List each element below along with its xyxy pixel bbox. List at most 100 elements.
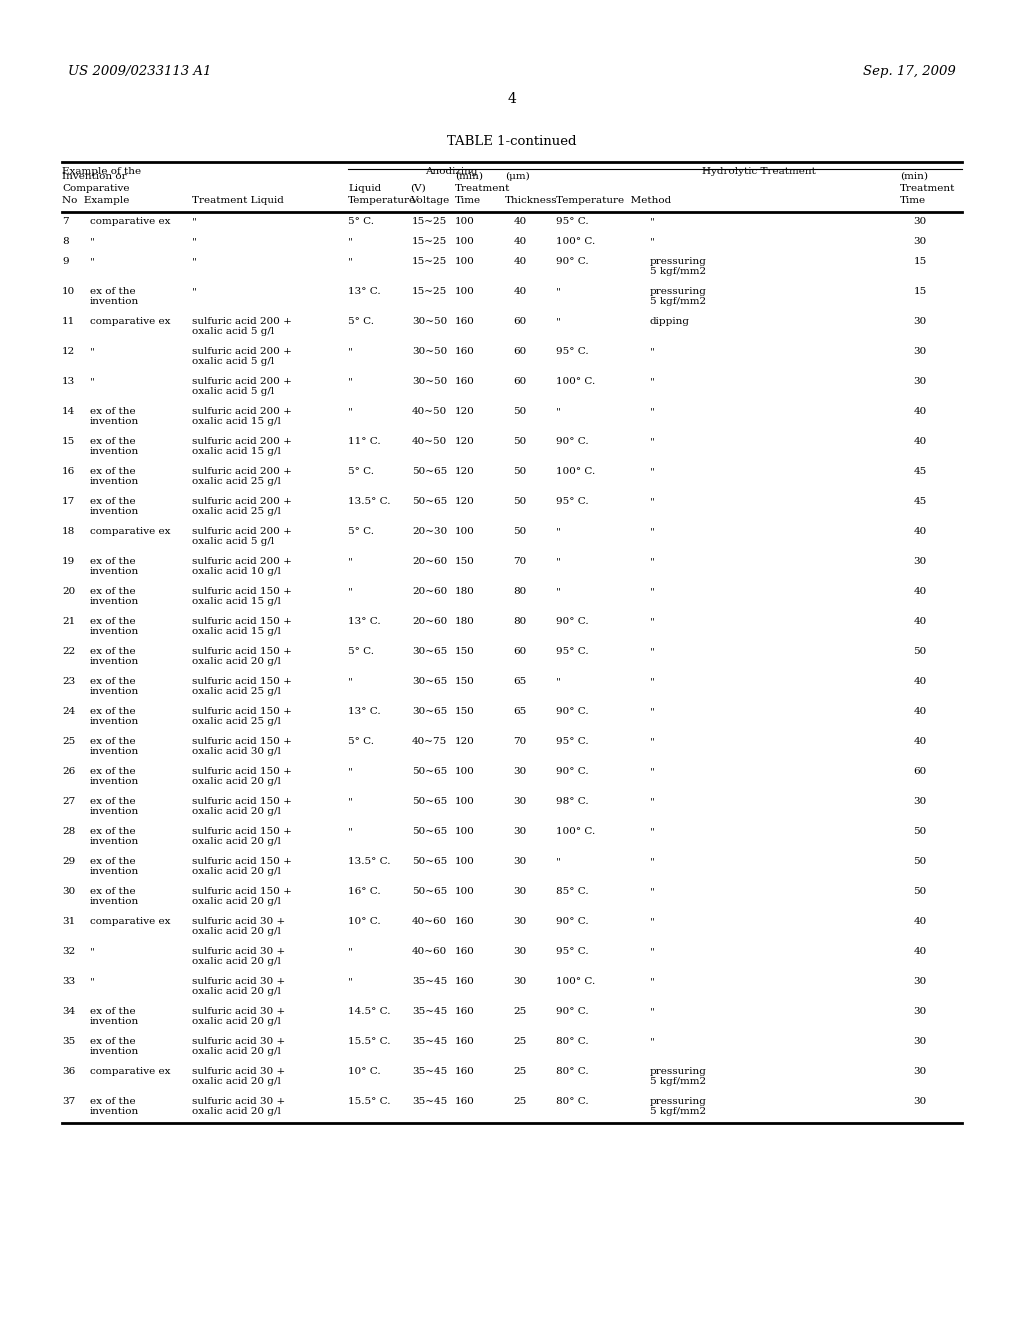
Text: 20~30: 20~30 — [412, 527, 447, 536]
Text: 30: 30 — [513, 887, 526, 896]
Text: sulfuric acid 150 +
oxalic acid 15 g/l: sulfuric acid 150 + oxalic acid 15 g/l — [193, 616, 292, 636]
Text: 100: 100 — [455, 797, 475, 807]
Text: ex of the
invention: ex of the invention — [90, 1007, 139, 1027]
Text: 80° C.: 80° C. — [556, 1067, 589, 1076]
Text: Time: Time — [455, 195, 481, 205]
Text: ex of the
invention: ex of the invention — [90, 857, 139, 876]
Text: 95° C.: 95° C. — [556, 737, 589, 746]
Text: sulfuric acid 200 +
oxalic acid 5 g/l: sulfuric acid 200 + oxalic acid 5 g/l — [193, 347, 292, 367]
Text: 30~65: 30~65 — [412, 647, 447, 656]
Text: ": " — [348, 946, 352, 956]
Text: 40~75: 40~75 — [412, 737, 447, 746]
Text: ": " — [556, 527, 561, 536]
Text: ": " — [193, 257, 197, 267]
Text: ": " — [90, 257, 95, 267]
Text: 100: 100 — [455, 238, 475, 246]
Text: sulfuric acid 150 +
oxalic acid 25 g/l: sulfuric acid 150 + oxalic acid 25 g/l — [193, 677, 292, 697]
Text: sulfuric acid 200 +
oxalic acid 5 g/l: sulfuric acid 200 + oxalic acid 5 g/l — [193, 378, 292, 396]
Text: 30: 30 — [513, 857, 526, 866]
Text: 30: 30 — [913, 238, 927, 246]
Text: TABLE 1-continued: TABLE 1-continued — [447, 135, 577, 148]
Text: ": " — [90, 238, 95, 246]
Text: ": " — [90, 378, 95, 385]
Text: 17: 17 — [62, 498, 75, 506]
Text: 30: 30 — [913, 317, 927, 326]
Text: 50: 50 — [513, 527, 526, 536]
Text: ": " — [650, 857, 654, 866]
Text: ": " — [650, 708, 654, 715]
Text: 25: 25 — [62, 737, 75, 746]
Text: Treatment: Treatment — [455, 183, 510, 193]
Text: 100: 100 — [455, 767, 475, 776]
Text: 15~25: 15~25 — [412, 286, 447, 296]
Text: 40: 40 — [513, 257, 526, 267]
Text: 50: 50 — [513, 467, 526, 477]
Text: 60: 60 — [513, 347, 526, 356]
Text: sulfuric acid 150 +
oxalic acid 20 g/l: sulfuric acid 150 + oxalic acid 20 g/l — [193, 828, 292, 846]
Text: (V): (V) — [410, 183, 426, 193]
Text: ": " — [650, 647, 654, 656]
Text: 100° C.: 100° C. — [556, 828, 595, 836]
Text: ": " — [650, 737, 654, 746]
Text: sulfuric acid 30 +
oxalic acid 20 g/l: sulfuric acid 30 + oxalic acid 20 g/l — [193, 1097, 286, 1117]
Text: ": " — [650, 616, 654, 626]
Text: 65: 65 — [513, 677, 526, 686]
Text: 65: 65 — [513, 708, 526, 715]
Text: 16: 16 — [62, 467, 75, 477]
Text: 100: 100 — [455, 286, 475, 296]
Text: sulfuric acid 200 +
oxalic acid 15 g/l: sulfuric acid 200 + oxalic acid 15 g/l — [193, 437, 292, 457]
Text: 160: 160 — [455, 977, 475, 986]
Text: 160: 160 — [455, 1038, 475, 1045]
Text: 50: 50 — [513, 437, 526, 446]
Text: 150: 150 — [455, 708, 475, 715]
Text: ": " — [650, 216, 654, 226]
Text: 34: 34 — [62, 1007, 75, 1016]
Text: 5° C.: 5° C. — [348, 527, 374, 536]
Text: Sep. 17, 2009: Sep. 17, 2009 — [863, 65, 956, 78]
Text: ": " — [556, 317, 561, 326]
Text: ": " — [348, 347, 352, 356]
Text: 60: 60 — [913, 767, 927, 776]
Text: Temperature: Temperature — [348, 195, 416, 205]
Text: ex of the
invention: ex of the invention — [90, 616, 139, 636]
Text: 30: 30 — [513, 917, 526, 927]
Text: (min): (min) — [455, 172, 483, 181]
Text: Comparative: Comparative — [62, 183, 129, 193]
Text: ": " — [650, 677, 654, 686]
Text: 30~50: 30~50 — [412, 347, 447, 356]
Text: Voltage: Voltage — [410, 195, 450, 205]
Text: 35~45: 35~45 — [412, 977, 447, 986]
Text: sulfuric acid 150 +
oxalic acid 25 g/l: sulfuric acid 150 + oxalic acid 25 g/l — [193, 708, 292, 726]
Text: 180: 180 — [455, 616, 475, 626]
Text: 100: 100 — [455, 887, 475, 896]
Text: 50~65: 50~65 — [412, 828, 447, 836]
Text: ": " — [348, 767, 352, 776]
Text: 90° C.: 90° C. — [556, 917, 589, 927]
Text: dipping: dipping — [650, 317, 690, 326]
Text: 80° C.: 80° C. — [556, 1038, 589, 1045]
Text: ": " — [348, 557, 352, 566]
Text: 160: 160 — [455, 1097, 475, 1106]
Text: 15~25: 15~25 — [412, 216, 447, 226]
Text: 13° C.: 13° C. — [348, 616, 381, 626]
Text: ": " — [650, 467, 654, 477]
Text: 15: 15 — [913, 257, 927, 267]
Text: ex of the
invention: ex of the invention — [90, 498, 139, 516]
Text: 20~60: 20~60 — [412, 557, 447, 566]
Text: 100: 100 — [455, 527, 475, 536]
Text: 13.5° C.: 13.5° C. — [348, 498, 390, 506]
Text: 10° C.: 10° C. — [348, 1067, 381, 1076]
Text: 11: 11 — [62, 317, 75, 326]
Text: 60: 60 — [513, 317, 526, 326]
Text: sulfuric acid 150 +
oxalic acid 20 g/l: sulfuric acid 150 + oxalic acid 20 g/l — [193, 857, 292, 876]
Text: 95° C.: 95° C. — [556, 347, 589, 356]
Text: 5° C.: 5° C. — [348, 737, 374, 746]
Text: No  Example: No Example — [62, 195, 129, 205]
Text: 20: 20 — [62, 587, 75, 597]
Text: ": " — [650, 437, 654, 446]
Text: 5° C.: 5° C. — [348, 467, 374, 477]
Text: 30: 30 — [913, 1007, 927, 1016]
Text: 19: 19 — [62, 557, 75, 566]
Text: ": " — [650, 238, 654, 246]
Text: ex of the
invention: ex of the invention — [90, 437, 139, 457]
